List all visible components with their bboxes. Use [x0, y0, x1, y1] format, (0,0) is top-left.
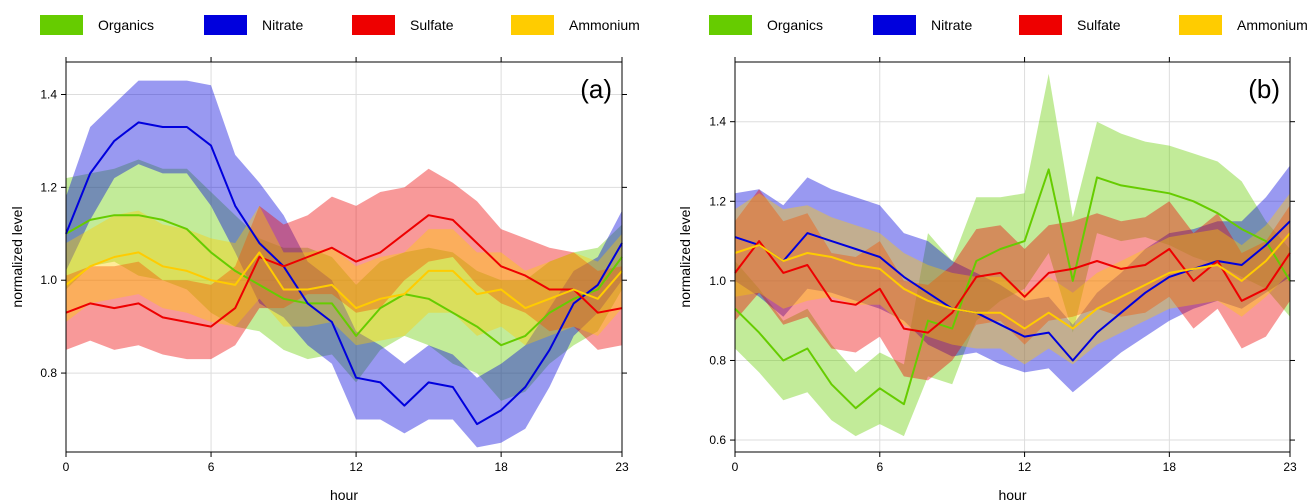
legend-swatch-organics [40, 15, 83, 35]
legend-swatch-nitrate [873, 15, 916, 35]
confidence-band-organics [66, 159, 622, 401]
x-tick-label: 12 [349, 460, 363, 474]
confidence-band-ammonium [735, 193, 1290, 365]
x-tick-label: 18 [494, 460, 508, 474]
legend-label-nitrate: Nitrate [262, 17, 303, 33]
chart-panel-1: 0 6 12 18 23 0.8 1.0 1.2 1.4 hour normalized level… [9, 15, 640, 503]
legend-swatch-ammonium [1179, 15, 1222, 35]
legend-label-sulfate: Sulfate [410, 17, 454, 33]
x-axis-title: hour [998, 487, 1026, 503]
y-tick-label: 0.8 [709, 353, 726, 367]
legend-label-organics: Organics [767, 17, 823, 33]
legend-label-organics: Organics [98, 17, 154, 33]
confidence-band-organics [735, 73, 1290, 437]
y-tick-label: 1.0 [40, 273, 57, 287]
x-tick-label: 6 [208, 460, 215, 474]
y-tick-label: 1.2 [40, 180, 57, 194]
confidence-band-nitrate [66, 80, 622, 448]
y-tick-label: 0.8 [40, 366, 57, 380]
plot-frame [734, 61, 1291, 453]
x-axis-title: hour [330, 487, 358, 503]
legend: Organics Nitrate Sulfate Ammonium [40, 15, 640, 35]
series-line-sulfate [65, 214, 623, 328]
legend-swatch-sulfate [1019, 15, 1062, 35]
confidence-band-nitrate [735, 165, 1290, 393]
series-line-organics [734, 168, 1291, 410]
y-tick-label: 0.6 [709, 433, 726, 447]
y-tick-label: 1.4 [709, 115, 726, 129]
y-tick-label: 1.2 [709, 194, 726, 208]
plot-frame [65, 61, 623, 453]
y-axis-title: normalized level [677, 206, 693, 307]
x-tick-label: 0 [732, 460, 739, 474]
x-tick-label: 12 [1018, 460, 1032, 474]
legend: Organics Nitrate Sulfate Ammonium [709, 15, 1308, 35]
legend-swatch-sulfate [352, 15, 395, 35]
legend-label-sulfate: Sulfate [1077, 17, 1121, 33]
chart-panel-2: 0 6 12 18 23 0.6 0.8 1.0 1.2 1.4 hour normalized le… [677, 15, 1308, 503]
confidence-band-ammonium [66, 205, 622, 346]
x-tick-label: 18 [1163, 460, 1177, 474]
confidence-band-sulfate [66, 168, 622, 360]
legend-swatch-ammonium [511, 15, 554, 35]
series-line-organics [65, 214, 623, 347]
x-tick-label: 23 [1283, 460, 1297, 474]
x-tick-label: 6 [876, 460, 883, 474]
y-tick-label: 1.0 [709, 274, 726, 288]
legend-swatch-nitrate [204, 15, 247, 35]
legend-label-ammonium: Ammonium [1237, 17, 1308, 33]
legend-swatch-organics [709, 15, 752, 35]
series-line-ammonium [65, 251, 623, 310]
panel-label: (b) [1248, 74, 1280, 104]
x-tick-label: 0 [63, 460, 70, 474]
y-axis-title: normalized level [9, 206, 25, 307]
series-line-sulfate [734, 240, 1291, 334]
series-line-ammonium [734, 232, 1291, 330]
y-tick-label: 1.4 [40, 88, 57, 102]
panel-label: (a) [580, 74, 612, 104]
legend-label-ammonium: Ammonium [569, 17, 640, 33]
x-tick-label: 23 [615, 460, 629, 474]
series-line-nitrate [65, 121, 623, 426]
legend-label-nitrate: Nitrate [931, 17, 972, 33]
